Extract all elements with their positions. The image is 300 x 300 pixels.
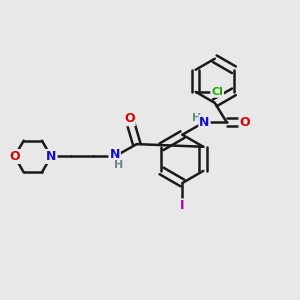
Text: O: O: [239, 116, 250, 128]
Text: N: N: [46, 150, 56, 163]
Text: O: O: [9, 150, 20, 163]
Text: N: N: [46, 150, 56, 163]
Text: H: H: [114, 160, 123, 170]
Text: Cl: Cl: [211, 87, 223, 97]
Text: O: O: [124, 112, 135, 125]
Text: H: H: [192, 113, 201, 124]
Text: N: N: [110, 148, 120, 160]
Text: I: I: [180, 200, 184, 212]
Text: N: N: [199, 116, 210, 128]
